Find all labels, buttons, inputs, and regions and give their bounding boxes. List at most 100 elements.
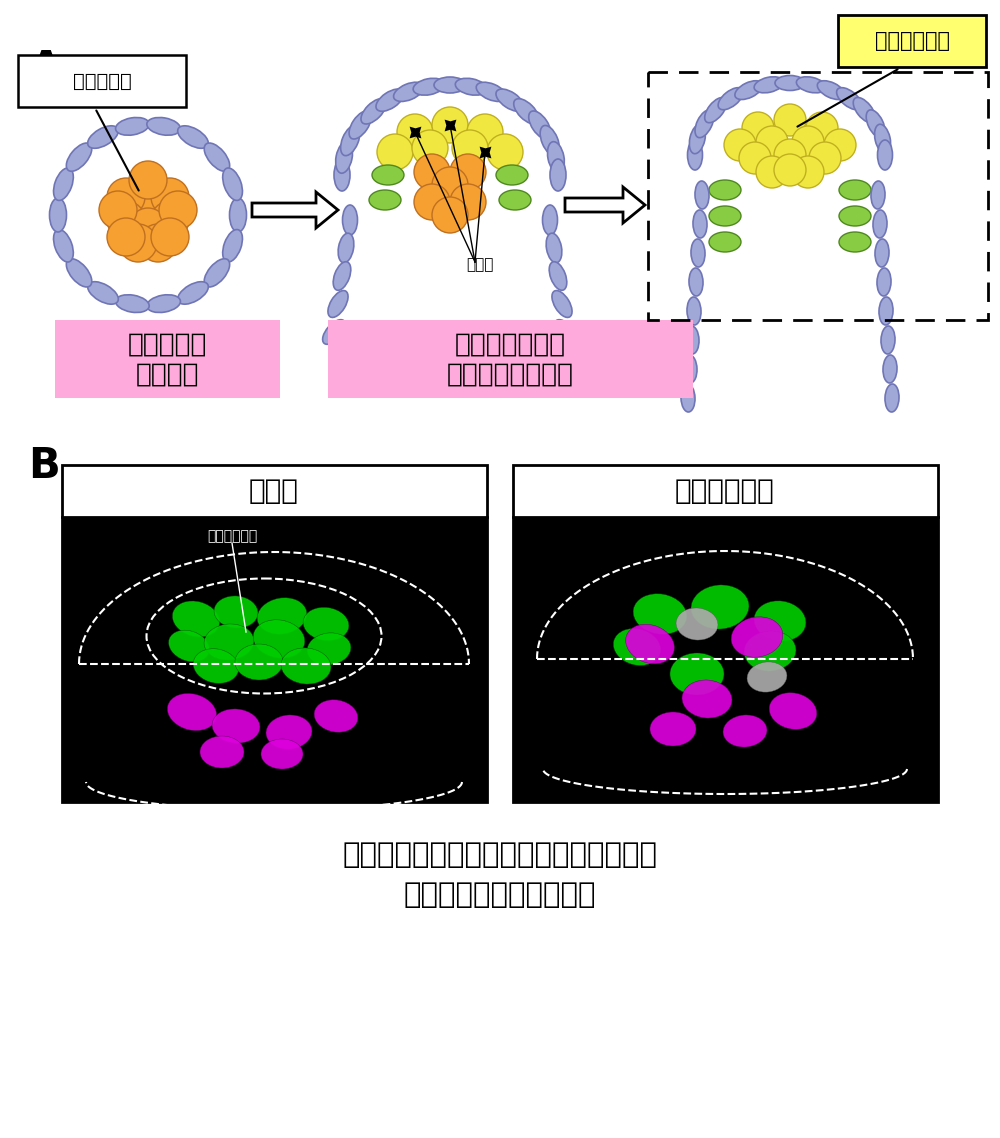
Text: 細胞死阙害胚: 細胞死阙害胚 xyxy=(675,477,775,505)
Ellipse shape xyxy=(338,233,354,263)
Ellipse shape xyxy=(376,89,404,112)
Ellipse shape xyxy=(212,709,260,743)
Ellipse shape xyxy=(709,180,741,200)
Text: エピブラスト: エピブラスト xyxy=(874,31,950,51)
Circle shape xyxy=(414,154,450,190)
Ellipse shape xyxy=(613,628,661,666)
Text: エピブラスト: エピブラスト xyxy=(207,529,257,543)
Ellipse shape xyxy=(709,206,741,226)
Ellipse shape xyxy=(349,112,371,139)
Ellipse shape xyxy=(253,620,305,658)
Circle shape xyxy=(774,154,806,185)
Circle shape xyxy=(129,208,167,246)
Ellipse shape xyxy=(147,117,180,135)
Circle shape xyxy=(107,178,145,216)
Circle shape xyxy=(809,142,841,174)
FancyBboxPatch shape xyxy=(513,517,938,802)
Circle shape xyxy=(487,134,523,170)
FancyBboxPatch shape xyxy=(55,320,280,398)
Ellipse shape xyxy=(341,125,360,156)
Ellipse shape xyxy=(496,89,524,112)
Circle shape xyxy=(432,197,468,233)
Ellipse shape xyxy=(235,644,283,681)
Text: 着床前胚のエピブラスト形成時における: 着床前胚のエピブラスト形成時における xyxy=(342,841,658,869)
Ellipse shape xyxy=(709,232,741,251)
Ellipse shape xyxy=(853,98,875,123)
Circle shape xyxy=(107,201,145,239)
Ellipse shape xyxy=(731,617,783,658)
Text: 細胞分化の: 細胞分化の xyxy=(127,332,207,358)
Circle shape xyxy=(824,129,856,160)
Polygon shape xyxy=(565,187,645,223)
Text: A: A xyxy=(30,48,62,90)
FancyBboxPatch shape xyxy=(328,320,693,398)
Ellipse shape xyxy=(54,230,73,262)
Ellipse shape xyxy=(204,258,230,287)
Ellipse shape xyxy=(691,585,749,629)
Text: 内部細胞块: 内部細胞块 xyxy=(73,72,131,91)
Ellipse shape xyxy=(546,233,562,263)
Ellipse shape xyxy=(689,124,705,154)
Ellipse shape xyxy=(496,165,528,185)
Circle shape xyxy=(756,126,788,158)
Ellipse shape xyxy=(200,736,244,768)
Ellipse shape xyxy=(266,715,312,749)
Ellipse shape xyxy=(455,79,487,96)
Ellipse shape xyxy=(223,168,242,200)
Ellipse shape xyxy=(723,715,767,747)
Ellipse shape xyxy=(66,143,92,172)
Ellipse shape xyxy=(514,99,539,124)
Ellipse shape xyxy=(549,262,567,290)
Ellipse shape xyxy=(257,597,307,634)
Ellipse shape xyxy=(873,211,887,238)
Circle shape xyxy=(107,218,145,256)
Circle shape xyxy=(412,130,448,166)
Text: 細胞死: 細胞死 xyxy=(466,257,494,272)
Ellipse shape xyxy=(693,211,707,238)
Circle shape xyxy=(724,129,756,160)
Circle shape xyxy=(151,178,189,216)
Ellipse shape xyxy=(499,190,531,211)
Ellipse shape xyxy=(394,82,424,101)
Circle shape xyxy=(377,134,413,170)
Ellipse shape xyxy=(342,205,358,236)
Ellipse shape xyxy=(361,99,386,124)
Circle shape xyxy=(774,104,806,137)
Ellipse shape xyxy=(336,141,353,173)
Text: 細胞競合による: 細胞競合による xyxy=(454,332,566,358)
Ellipse shape xyxy=(178,126,208,148)
Ellipse shape xyxy=(839,206,871,226)
Ellipse shape xyxy=(172,601,220,637)
Ellipse shape xyxy=(314,700,358,732)
Text: 細胞競合による品質管理: 細胞競合による品質管理 xyxy=(404,881,596,909)
Ellipse shape xyxy=(66,258,92,287)
Circle shape xyxy=(467,114,503,150)
Ellipse shape xyxy=(878,140,893,170)
Ellipse shape xyxy=(261,739,303,769)
Ellipse shape xyxy=(323,320,345,345)
Text: B: B xyxy=(28,445,60,487)
Ellipse shape xyxy=(683,355,697,384)
FancyBboxPatch shape xyxy=(62,517,487,802)
Ellipse shape xyxy=(626,625,674,663)
Ellipse shape xyxy=(369,190,401,211)
Ellipse shape xyxy=(633,594,687,634)
Circle shape xyxy=(151,201,189,239)
Ellipse shape xyxy=(230,198,246,232)
Ellipse shape xyxy=(193,649,239,683)
Circle shape xyxy=(151,218,189,256)
Ellipse shape xyxy=(178,282,208,304)
Ellipse shape xyxy=(50,198,66,232)
Ellipse shape xyxy=(718,88,743,109)
Ellipse shape xyxy=(769,693,817,729)
Ellipse shape xyxy=(555,320,577,345)
Ellipse shape xyxy=(754,601,806,641)
Ellipse shape xyxy=(875,239,889,267)
Circle shape xyxy=(806,112,838,145)
Ellipse shape xyxy=(88,282,118,304)
Ellipse shape xyxy=(204,143,230,172)
FancyBboxPatch shape xyxy=(62,465,487,517)
Circle shape xyxy=(159,191,197,229)
Ellipse shape xyxy=(775,75,805,91)
Ellipse shape xyxy=(877,269,891,296)
